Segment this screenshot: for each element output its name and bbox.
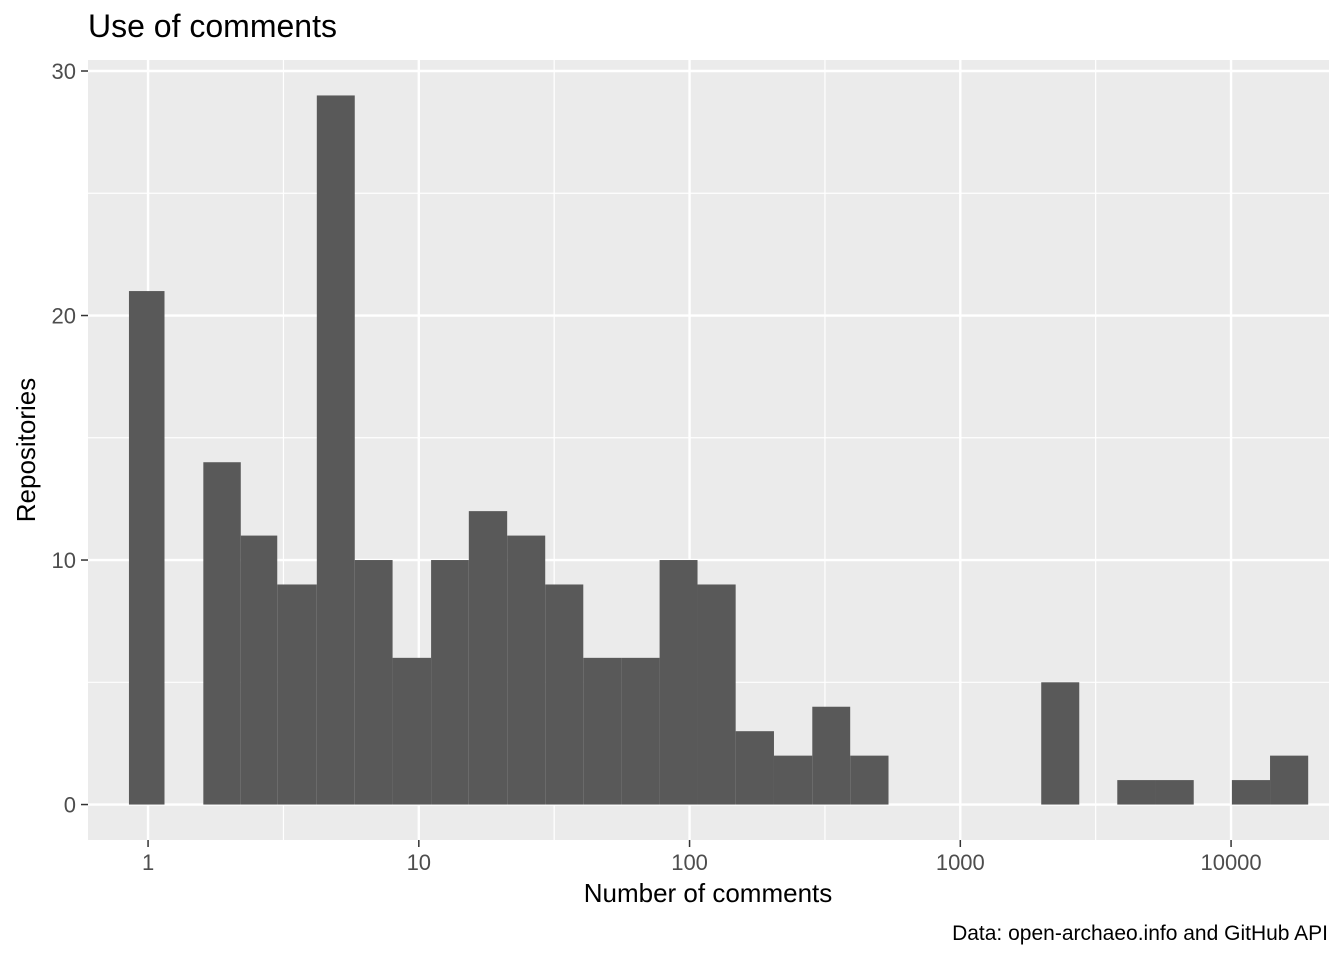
histogram-bar [354,560,393,805]
histogram-bar [812,706,851,805]
x-axis-title: Number of comments [584,878,833,908]
y-tick-label: 20 [52,304,76,329]
y-tick-label: 10 [52,548,76,573]
x-tick-label: 100 [671,850,708,875]
x-tick-label: 10000 [1200,850,1261,875]
y-axis: 0 10 20 30 [52,59,88,818]
histogram-bar [128,291,165,805]
histogram-bar [1155,780,1194,805]
histogram-bars [128,95,1309,805]
histogram-bar [277,584,317,805]
y-axis-title: Repositories [11,378,41,523]
histogram-bar [621,657,660,805]
histogram-bar [773,755,813,805]
histogram-bar [203,462,241,805]
y-tick-label: 0 [64,793,76,818]
chart-title: Use of comments [88,8,337,44]
histogram-bar [240,535,278,805]
chart-caption: Data: open-archaeo.info and GitHub API [952,922,1328,945]
histogram-bar [697,584,736,805]
histogram-bar [1231,780,1271,805]
histogram-bar [583,657,622,805]
x-tick-label: 1 [142,850,154,875]
histogram-bar [431,560,469,805]
histogram-bar [392,657,432,805]
y-tick-label: 30 [52,59,76,84]
histogram-bar [659,560,698,805]
histogram-bar [1041,682,1080,805]
histogram-bar [507,535,546,805]
x-tick-label: 10 [407,850,431,875]
x-tick-label: 1000 [936,850,985,875]
histogram-bar [735,731,774,805]
minor-gridlines [88,60,1329,840]
histogram-bar [468,511,508,805]
histogram-bar [1270,755,1309,805]
histogram-bar [316,95,355,805]
histogram-bar [850,755,889,805]
histogram-bar [545,584,584,805]
x-axis: 1 10 100 1000 10000 [142,840,1262,875]
histogram-bar [1117,780,1156,805]
